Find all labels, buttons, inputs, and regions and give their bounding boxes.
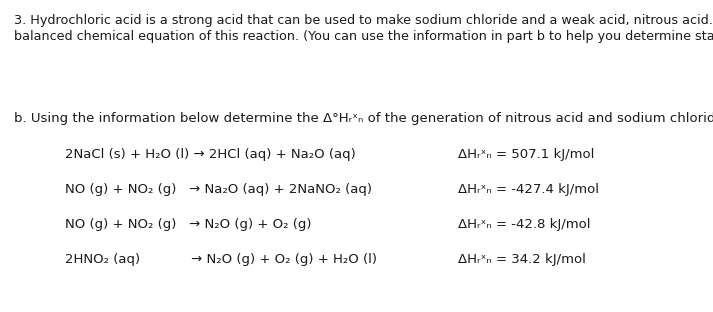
Text: b. Using the information below determine the Δ°Hᵣˣₙ of the generation of nitrous: b. Using the information below determine…	[14, 112, 713, 125]
Text: ΔHᵣˣₙ = 34.2 kJ/mol: ΔHᵣˣₙ = 34.2 kJ/mol	[458, 253, 586, 266]
Text: NO (g) + NO₂ (g)   → N₂O (g) + O₂ (g): NO (g) + NO₂ (g) → N₂O (g) + O₂ (g)	[65, 218, 312, 231]
Text: ΔHᵣˣₙ = -42.8 kJ/mol: ΔHᵣˣₙ = -42.8 kJ/mol	[458, 218, 590, 231]
Text: ΔHᵣˣₙ = -427.4 kJ/mol: ΔHᵣˣₙ = -427.4 kJ/mol	[458, 183, 599, 196]
Text: 2NaCl (s) + H₂O (l) → 2HCl (aq) + Na₂O (aq): 2NaCl (s) + H₂O (l) → 2HCl (aq) + Na₂O (…	[65, 148, 356, 161]
Text: 2HNO₂ (aq)            → N₂O (g) + O₂ (g) + H₂O (l): 2HNO₂ (aq) → N₂O (g) + O₂ (g) + H₂O (l)	[65, 253, 377, 266]
Text: balanced chemical equation of this reaction. (You can use the information in par: balanced chemical equation of this react…	[14, 30, 713, 43]
Text: ΔHᵣˣₙ = 507.1 kJ/mol: ΔHᵣˣₙ = 507.1 kJ/mol	[458, 148, 595, 161]
Text: 3. Hydrochloric acid is a strong acid that can be used to make sodium chloride a: 3. Hydrochloric acid is a strong acid th…	[14, 14, 713, 27]
Text: NO (g) + NO₂ (g)   → Na₂O (aq) + 2NaNO₂ (aq): NO (g) + NO₂ (g) → Na₂O (aq) + 2NaNO₂ (a…	[65, 183, 372, 196]
